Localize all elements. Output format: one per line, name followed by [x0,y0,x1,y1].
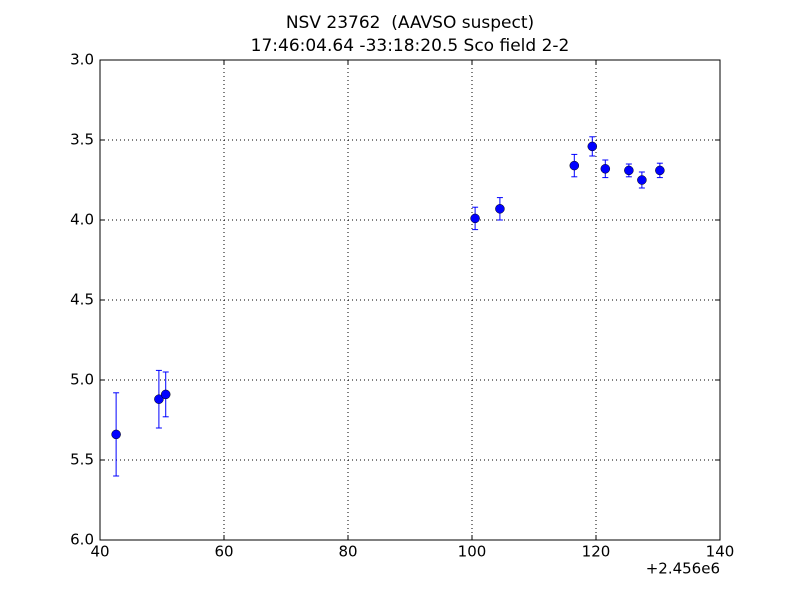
plot-frame [99,59,721,541]
y-tick-label: 5.5 [70,451,94,469]
x-offset-label: +2.456e6 [646,560,720,578]
data-point [587,141,598,152]
x-tick-label: 120 [582,543,611,561]
data-point [624,165,634,176]
chart-subtitle: 17:46:04.64 -33:18:20.5 Sco field 2-2 [251,36,570,56]
x-tick-label: 60 [214,543,233,561]
x-tick-label: 80 [338,543,357,561]
data-point [569,160,580,171]
data-point [111,429,121,440]
x-tick-label: 100 [458,543,487,561]
y-tick-label: 4.5 [70,291,94,309]
x-tick-label: 40 [90,543,109,561]
data-point [600,164,611,174]
y-tick-label: 3.5 [70,131,94,149]
data-point [470,213,480,224]
chart-title: NSV 23762 (AAVSO suspect) [286,13,534,33]
y-tick-label: 4.0 [70,211,94,229]
data-point [154,394,164,404]
y-tick-label: 5.0 [70,371,94,389]
y-tick-label: 6.0 [70,531,94,549]
y-tick-label: 3.0 [70,51,94,69]
data-point [637,175,647,185]
x-tick-label: 140 [706,543,735,561]
data-point [495,204,505,214]
data-point [655,165,665,176]
data-point [160,389,171,400]
